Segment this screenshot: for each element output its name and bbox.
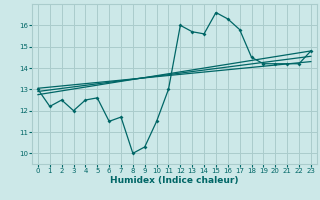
X-axis label: Humidex (Indice chaleur): Humidex (Indice chaleur) [110,176,239,185]
